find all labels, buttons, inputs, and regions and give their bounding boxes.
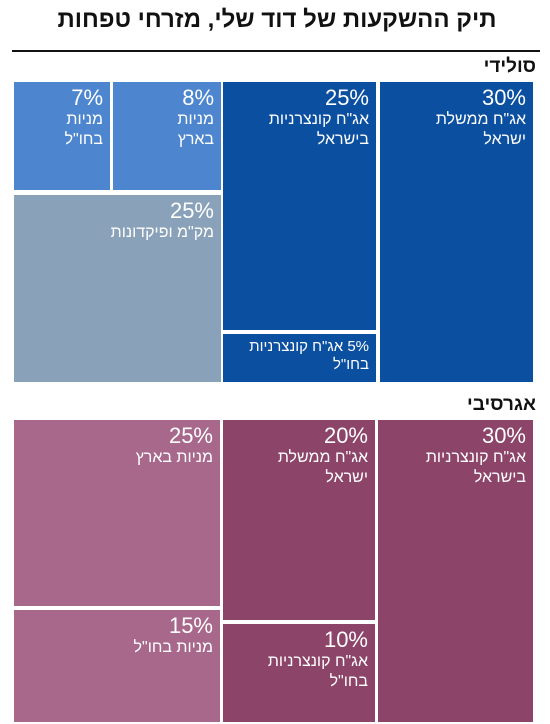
tile-value: 5% <box>347 338 369 355</box>
tile-value: 10% <box>323 627 368 652</box>
tile-label: מניות בארץ <box>177 111 214 148</box>
tile-corp-bonds-israel: 30% אג"ח קונצרניות בישראל <box>378 420 533 722</box>
tile-label: מניות בחו"ל <box>133 639 213 656</box>
tile-stocks-israel: 25% מניות בארץ <box>14 420 220 606</box>
tile-label: אג"ח קונצרניות בחו"ל <box>249 338 369 373</box>
section-label-solid: סולידי <box>483 56 536 77</box>
tile-label: אג"ח קונצרניות בישראל <box>268 111 369 148</box>
tile-gov-bonds-israel: 20% אג"ח ממשלת ישראל <box>223 420 375 620</box>
tile-stocks-abroad: 7% מניות בחו"ל <box>14 82 110 190</box>
tile-corp-bonds-abroad: 10% אג"ח קונצרניות בחו"ל <box>223 624 375 722</box>
tile-label: מק"מ ופיקדונות <box>110 224 214 241</box>
tile-value: 25% <box>324 85 369 110</box>
tile-corp-bonds-israel: 25% אג"ח קונצרניות בישראל <box>223 82 376 330</box>
tile-gov-bonds-israel: 30% אג"ח ממשלת ישראל <box>380 82 533 382</box>
tile-makam-deposits: 25% מק"מ ופיקדונות <box>14 195 221 382</box>
title-divider <box>12 50 540 52</box>
section-label-aggressive: אגרסיבי <box>467 394 536 415</box>
tile-value: 30% <box>481 423 526 448</box>
tile-value: 25% <box>168 423 213 448</box>
page-title: תיק ההשקעות של דוד שלי, מזרחי טפחות <box>57 6 497 33</box>
tile-value: 25% <box>169 198 214 223</box>
tile-value: 7% <box>71 85 103 110</box>
tile-label: מניות בארץ <box>135 449 213 466</box>
tile-label: אג"ח ממשלת ישראל <box>277 449 368 486</box>
tile-value: 8% <box>182 85 214 110</box>
tile-corp-bonds-abroad: 5% אג"ח קונצרניות בחו"ל <box>223 334 376 382</box>
tile-label: אג"ח קונצרניות בחו"ל <box>267 653 368 690</box>
tile-label: אג"ח ממשלת ישראל <box>435 111 526 148</box>
tile-value: 15% <box>168 613 213 638</box>
tile-label: מניות בחו"ל <box>64 111 103 148</box>
tile-value: 30% <box>481 85 526 110</box>
tile-stocks-israel: 8% מניות בארץ <box>113 82 221 190</box>
tile-value: 20% <box>323 423 368 448</box>
tile-label: אג"ח קונצרניות בישראל <box>425 449 526 486</box>
tile-stocks-abroad: 15% מניות בחו"ל <box>14 610 220 722</box>
